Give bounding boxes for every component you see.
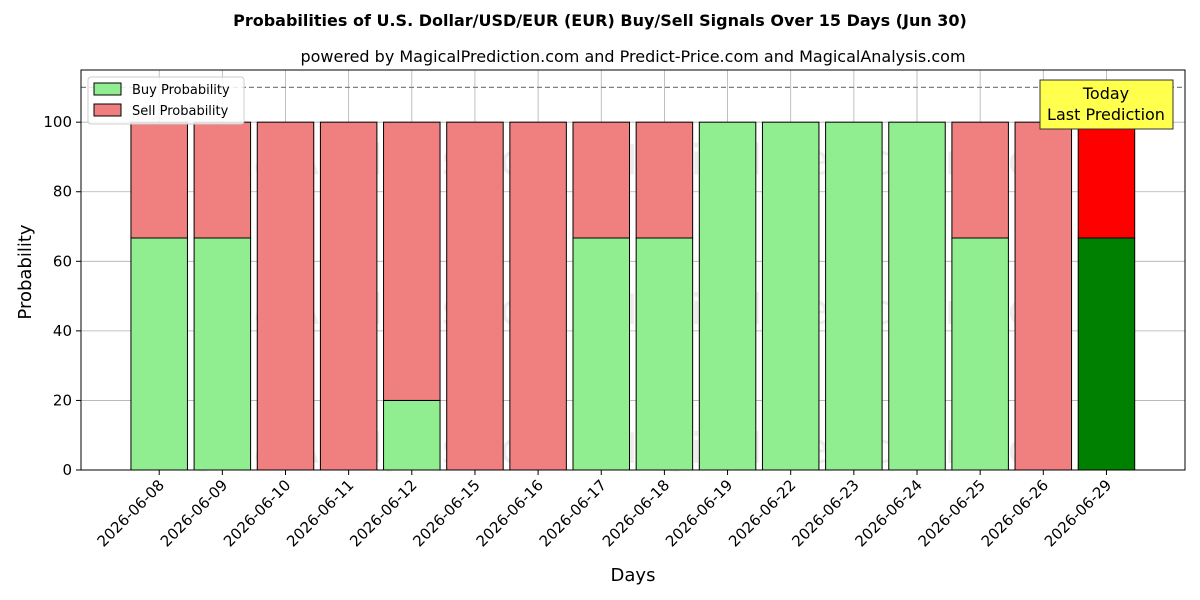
x-axis-label: Days	[611, 565, 656, 586]
buy-bar	[698, 121, 757, 471]
sell-bar	[446, 121, 504, 471]
buy-bar	[572, 237, 630, 471]
sell-bar	[193, 121, 252, 239]
today-annotation: Today Last Prediction	[1039, 79, 1174, 130]
sell-bar	[951, 121, 1009, 239]
x-tick-label: 2026-06-12	[346, 476, 420, 550]
y-tick-label: 100	[43, 113, 72, 131]
x-tick-label: 2026-06-19	[662, 476, 736, 550]
legend-label-buy: Buy Probability	[132, 83, 230, 98]
chart-subtitle: powered by MagicalPrediction.com and Pre…	[300, 47, 965, 66]
x-tick-label: 2026-06-16	[473, 476, 547, 550]
y-tick-label: 40	[53, 322, 72, 340]
x-tick-label: 2026-06-09	[157, 476, 231, 550]
y-tick-label: 20	[53, 391, 72, 409]
sell-bar	[319, 121, 378, 471]
x-tick-label: 2026-06-17	[536, 476, 610, 550]
x-tick-label: 2026-06-18	[599, 476, 673, 550]
legend-box	[87, 76, 245, 125]
x-tick-label: 2026-06-23	[788, 476, 862, 550]
y-axis-label: Probability	[15, 224, 36, 319]
buy-bar	[951, 237, 1009, 471]
buy-bar	[888, 121, 946, 471]
sell-bar	[383, 121, 441, 401]
plot-frame	[80, 69, 1186, 471]
annotation-box	[1039, 79, 1174, 130]
sell-bar	[130, 121, 188, 239]
chart-title: Probabilities of U.S. Dollar/USD/EUR (EU…	[233, 11, 967, 30]
x-tick-label: 2026-06-24	[851, 476, 925, 550]
buy-bar	[761, 121, 820, 471]
y-tick-label: 0	[62, 461, 72, 479]
y-tick-label: 60	[53, 252, 72, 270]
x-axis-ticks: 2026-06-082026-06-092026-06-102026-06-11…	[94, 470, 1115, 550]
legend-swatch-sell	[93, 103, 122, 117]
legend-label-sell: Sell Probability	[132, 104, 229, 119]
x-tick-label: 2026-06-08	[94, 476, 168, 550]
x-tick-label: 2026-06-11	[283, 476, 357, 550]
x-tick-label: 2026-06-15	[409, 476, 483, 550]
x-tick-label: 2026-06-29	[1041, 476, 1115, 550]
sell-bar	[256, 121, 315, 471]
buy-bar	[825, 121, 883, 471]
x-tick-label: 2026-06-10	[220, 476, 294, 550]
buy-bar	[383, 399, 441, 471]
legend-swatch-buy	[93, 82, 122, 96]
sell-bar	[1077, 121, 1136, 239]
annotation-line-last-prediction: Last Prediction	[1047, 105, 1165, 124]
x-tick-label: 2026-06-25	[915, 476, 989, 550]
legend: Buy Probability Sell Probability	[87, 76, 245, 125]
sell-bar	[509, 121, 567, 471]
buy-bar	[193, 237, 252, 471]
sell-bar	[635, 121, 694, 239]
buy-bar	[635, 237, 694, 471]
x-tick-label: 2026-06-22	[725, 476, 799, 550]
buy-bar	[1077, 237, 1136, 471]
annotation-line-today: Today	[1082, 84, 1129, 103]
sell-bar	[1014, 121, 1073, 471]
y-axis-ticks: 0 20 40 60 80 100	[43, 113, 81, 479]
x-tick-label: 2026-06-26	[978, 476, 1052, 550]
buy-bar	[130, 237, 188, 471]
bars	[130, 121, 1136, 471]
y-tick-label: 80	[53, 183, 72, 201]
sell-bar	[572, 121, 630, 239]
